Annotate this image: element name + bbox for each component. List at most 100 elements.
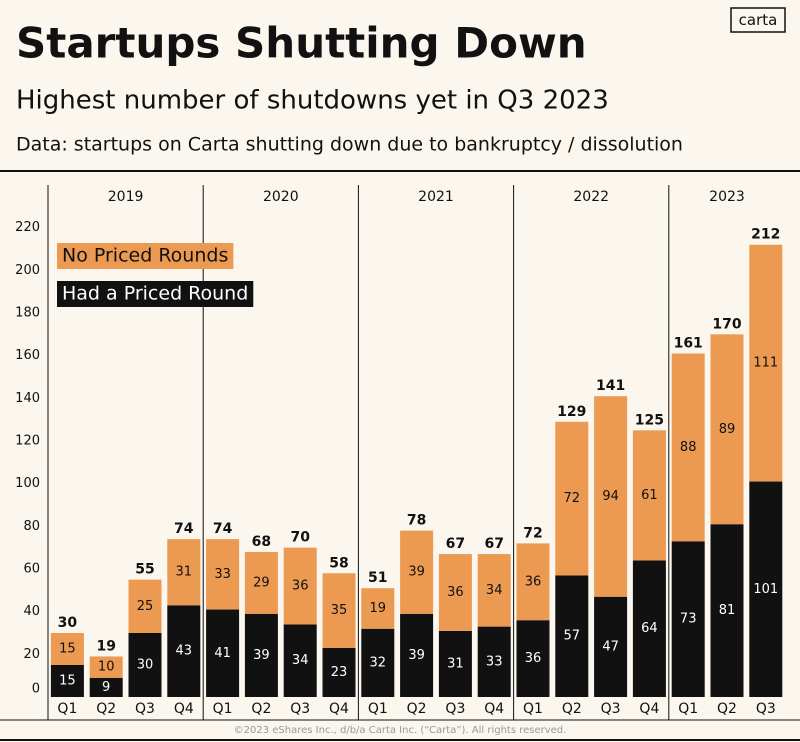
bar-segment xyxy=(322,573,356,648)
x-tick-label: Q3 xyxy=(290,701,310,717)
value-label: 61 xyxy=(641,488,658,503)
value-label: 64 xyxy=(641,621,658,636)
y-tick-label: 220 xyxy=(15,220,40,235)
x-tick-label: Q1 xyxy=(368,701,388,717)
logo-box xyxy=(730,7,786,33)
total-label: 78 xyxy=(407,513,426,529)
y-tick-label: 60 xyxy=(23,562,40,577)
bar-segment xyxy=(477,554,511,627)
value-label: 23 xyxy=(331,665,348,680)
value-label: 32 xyxy=(370,655,387,670)
bar-segment xyxy=(167,539,201,606)
x-tick-label: Q1 xyxy=(57,701,77,717)
x-tick-label: Q1 xyxy=(523,701,543,717)
bar-segment xyxy=(283,547,317,625)
value-label: 35 xyxy=(331,603,348,618)
bar-segment xyxy=(244,613,278,697)
year-label: 2023 xyxy=(709,189,745,205)
y-tick-label: 180 xyxy=(15,306,40,321)
bar-segment xyxy=(283,624,317,697)
bar-segment xyxy=(361,628,395,697)
total-label: 58 xyxy=(329,555,348,571)
legend-swatch xyxy=(57,281,254,307)
x-tick-label: Q3 xyxy=(445,701,465,717)
bar-segment xyxy=(167,605,201,697)
y-tick-label: 0 xyxy=(32,682,40,697)
y-tick-label: 200 xyxy=(15,263,40,278)
value-label: 36 xyxy=(525,651,542,666)
chart-subtitle: Highest number of shutdowns yet in Q3 20… xyxy=(16,86,609,116)
value-label: 30 xyxy=(137,658,154,673)
total-label: 55 xyxy=(135,562,154,578)
bar-segment xyxy=(128,633,162,697)
bar-segment xyxy=(516,620,550,697)
value-label: 34 xyxy=(292,653,309,668)
bar-segment xyxy=(749,481,783,697)
x-tick-label: Q1 xyxy=(678,701,698,717)
value-label: 31 xyxy=(176,565,193,580)
bar-segment xyxy=(89,677,123,697)
x-tick-label: Q2 xyxy=(562,701,582,717)
y-tick-label: 20 xyxy=(23,647,40,662)
bar-segment xyxy=(632,560,666,697)
bar-segment xyxy=(206,609,240,697)
legend-swatch xyxy=(57,243,234,269)
value-label: 31 xyxy=(447,656,464,671)
chart-title: Startups Shutting Down xyxy=(16,19,587,68)
value-label: 111 xyxy=(753,356,778,371)
bar-segment xyxy=(206,539,240,610)
x-tick-label: Q2 xyxy=(96,701,116,717)
bar-segment xyxy=(128,579,162,633)
bar-segment xyxy=(244,551,278,614)
bar-segment xyxy=(671,541,705,697)
x-tick-label: Q4 xyxy=(484,701,504,717)
value-label: 19 xyxy=(370,601,387,616)
value-label: 88 xyxy=(680,440,697,455)
value-label: 89 xyxy=(719,422,736,437)
x-tick-label: Q4 xyxy=(329,701,349,717)
x-tick-label: Q2 xyxy=(407,701,427,717)
bar-segment xyxy=(632,430,666,561)
total-label: 67 xyxy=(484,536,503,552)
bar-segment xyxy=(322,647,356,697)
year-label: 2020 xyxy=(263,189,299,205)
value-label: 73 xyxy=(680,612,697,627)
legend-label: No Priced Rounds xyxy=(62,245,228,267)
total-label: 74 xyxy=(213,521,233,537)
logo: carta xyxy=(739,11,778,29)
value-label: 29 xyxy=(253,575,270,590)
bar-segment xyxy=(50,633,84,665)
x-tick-label: Q3 xyxy=(135,701,155,717)
total-label: 74 xyxy=(174,521,194,537)
total-label: 51 xyxy=(368,570,387,586)
bar-segment xyxy=(594,596,628,697)
value-label: 41 xyxy=(214,646,231,661)
total-label: 19 xyxy=(96,638,115,654)
value-label: 9 xyxy=(102,680,110,695)
x-tick-label: Q1 xyxy=(213,701,233,717)
bar-segment xyxy=(555,575,589,697)
bar-segment xyxy=(749,244,783,482)
value-label: 47 xyxy=(602,639,619,654)
bar-segment xyxy=(89,656,123,678)
total-label: 30 xyxy=(58,615,78,631)
value-label: 94 xyxy=(602,489,619,504)
total-label: 129 xyxy=(557,404,586,420)
year-label: 2021 xyxy=(418,189,454,205)
y-tick-label: 80 xyxy=(23,519,40,534)
y-tick-label: 120 xyxy=(15,434,40,449)
legend-label: Had a Priced Round xyxy=(62,283,248,305)
value-label: 39 xyxy=(408,565,425,580)
y-tick-label: 160 xyxy=(15,348,40,363)
bar-segment xyxy=(438,554,472,631)
bar-segment xyxy=(710,524,744,697)
value-label: 15 xyxy=(59,642,76,657)
value-label: 33 xyxy=(486,654,503,669)
value-label: 57 xyxy=(564,629,581,644)
bar-segment xyxy=(671,353,705,542)
year-label: 2019 xyxy=(108,189,144,205)
bar-segment xyxy=(516,543,550,621)
footer: ©2023 eShares Inc., d/b/a Carta Inc. (“C… xyxy=(234,725,567,736)
value-label: 43 xyxy=(176,644,193,659)
value-label: 101 xyxy=(753,582,778,597)
